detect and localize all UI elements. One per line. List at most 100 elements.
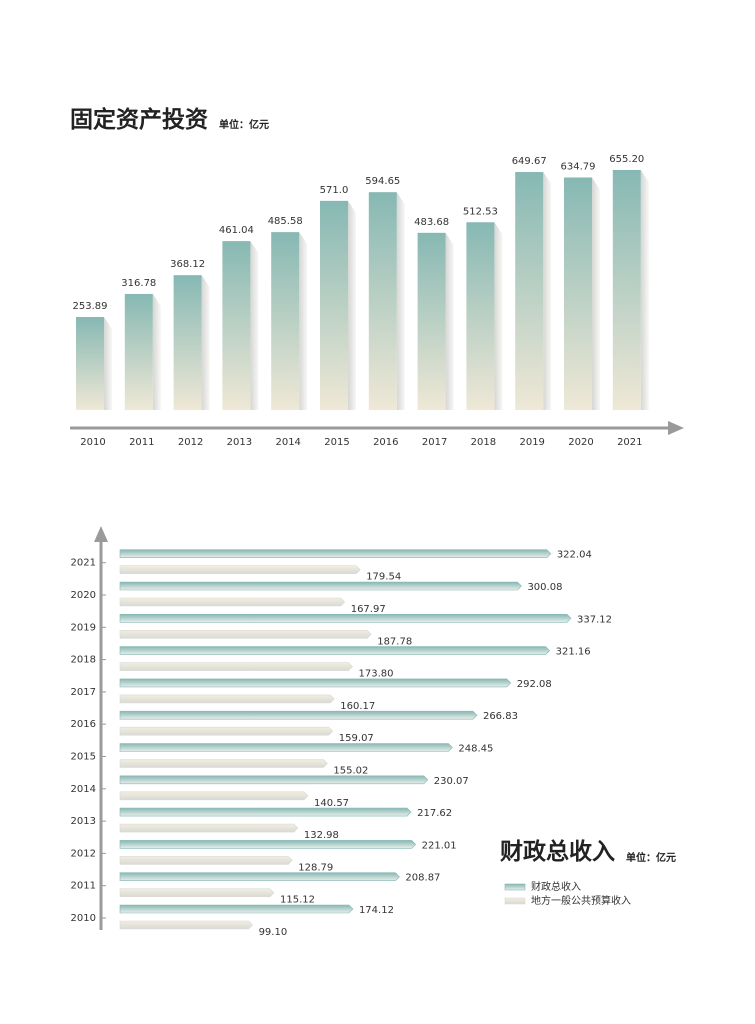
value-label: 321.16 bbox=[556, 647, 591, 658]
y-tick-label: 2013 bbox=[71, 816, 96, 827]
bar bbox=[173, 275, 202, 410]
bar-side bbox=[592, 177, 600, 410]
bar bbox=[119, 694, 335, 704]
x-tick-label: 2019 bbox=[519, 437, 544, 448]
bar bbox=[466, 222, 495, 410]
bar bbox=[119, 840, 417, 849]
x-tick-label: 2014 bbox=[275, 437, 300, 448]
bar bbox=[119, 726, 334, 736]
bar bbox=[119, 743, 453, 752]
x-tick-label: 2018 bbox=[471, 437, 496, 448]
value-label: 115.12 bbox=[280, 895, 315, 906]
y-tick-label: 2017 bbox=[71, 687, 96, 698]
unit-label: 单位：亿元 bbox=[219, 118, 269, 131]
value-label: 655.20 bbox=[609, 154, 644, 165]
value-label: 132.98 bbox=[304, 830, 339, 841]
bar bbox=[119, 856, 293, 865]
value-label: 160.17 bbox=[340, 701, 375, 712]
y-tick-label: 2019 bbox=[71, 622, 96, 633]
value-label: 140.57 bbox=[314, 798, 349, 809]
bar bbox=[417, 232, 446, 410]
y-tick-label: 2018 bbox=[71, 655, 96, 666]
bar-side bbox=[250, 241, 259, 410]
value-label: 187.78 bbox=[377, 636, 412, 647]
value-label: 159.07 bbox=[339, 733, 374, 744]
bar bbox=[119, 807, 412, 817]
bar bbox=[119, 581, 522, 591]
bar bbox=[119, 597, 346, 607]
legend-label: 财政总收入 bbox=[531, 880, 581, 893]
x-tick-label: 2011 bbox=[129, 437, 154, 448]
value-label: 292.08 bbox=[517, 679, 552, 690]
bar bbox=[320, 200, 348, 410]
value-label: 368.12 bbox=[170, 259, 205, 270]
value-label: 485.58 bbox=[268, 216, 303, 227]
x-tick-label: 2021 bbox=[617, 437, 642, 448]
bar bbox=[119, 565, 361, 575]
bar-side bbox=[640, 170, 649, 410]
value-label: 217.62 bbox=[417, 808, 452, 819]
bar bbox=[119, 613, 572, 623]
value-label: 483.68 bbox=[414, 217, 449, 228]
bar bbox=[119, 629, 372, 639]
value-label: 253.89 bbox=[73, 301, 108, 312]
bar bbox=[119, 904, 354, 914]
value-label: 634.79 bbox=[561, 161, 596, 172]
value-label: 174.12 bbox=[359, 905, 394, 916]
bar-side bbox=[348, 200, 356, 410]
x-tick-label: 2017 bbox=[422, 437, 447, 448]
value-label: 512.53 bbox=[463, 206, 498, 217]
value-label: 230.07 bbox=[434, 776, 469, 787]
bar-side bbox=[104, 317, 112, 410]
legend-swatch bbox=[504, 883, 526, 891]
x-tick-label: 2015 bbox=[324, 437, 349, 448]
bar bbox=[564, 177, 592, 410]
legend-label: 地方一般公共预算收入 bbox=[531, 894, 631, 907]
value-label: 316.78 bbox=[121, 278, 156, 289]
bar bbox=[368, 192, 397, 410]
y-tick-label: 2011 bbox=[71, 881, 96, 892]
value-label: 248.45 bbox=[458, 744, 493, 755]
bar bbox=[119, 678, 512, 688]
value-label: 221.01 bbox=[422, 840, 457, 851]
bar bbox=[119, 823, 299, 833]
bar bbox=[119, 646, 551, 655]
bar bbox=[271, 232, 300, 410]
bar bbox=[119, 920, 254, 930]
bar bbox=[119, 775, 429, 785]
bar-side bbox=[299, 232, 308, 410]
bar bbox=[119, 549, 552, 559]
value-label: 179.54 bbox=[366, 572, 401, 583]
bar-side bbox=[543, 172, 552, 410]
value-label: 461.04 bbox=[219, 225, 254, 236]
bar bbox=[119, 791, 309, 801]
value-label: 128.79 bbox=[298, 862, 333, 873]
bar-side bbox=[152, 293, 161, 410]
bar-side bbox=[396, 192, 405, 410]
value-label: 649.67 bbox=[512, 156, 547, 167]
bar bbox=[119, 710, 478, 720]
value-label: 167.97 bbox=[351, 604, 386, 615]
value-label: 173.80 bbox=[359, 669, 394, 680]
value-label: 594.65 bbox=[365, 176, 400, 187]
y-tick-label: 2021 bbox=[71, 558, 96, 569]
value-label: 322.04 bbox=[557, 550, 592, 561]
chart-title: 固定资产投资 bbox=[70, 106, 208, 133]
y-tick-label: 2010 bbox=[71, 913, 96, 924]
bar bbox=[222, 241, 251, 410]
axis-arrow bbox=[94, 526, 108, 542]
bar-side bbox=[494, 222, 503, 410]
value-label: 155.02 bbox=[333, 766, 368, 777]
x-tick-label: 2020 bbox=[568, 437, 593, 448]
value-label: 99.10 bbox=[259, 927, 288, 938]
bar bbox=[515, 172, 544, 410]
x-tick-label: 2010 bbox=[80, 437, 105, 448]
bar-side bbox=[445, 232, 454, 410]
bar bbox=[119, 662, 353, 671]
chart-title: 财政总收入 bbox=[500, 838, 615, 865]
bar bbox=[76, 317, 104, 410]
x-tick-label: 2013 bbox=[227, 437, 252, 448]
value-label: 337.12 bbox=[577, 614, 612, 625]
unit-label: 单位：亿元 bbox=[626, 851, 676, 864]
